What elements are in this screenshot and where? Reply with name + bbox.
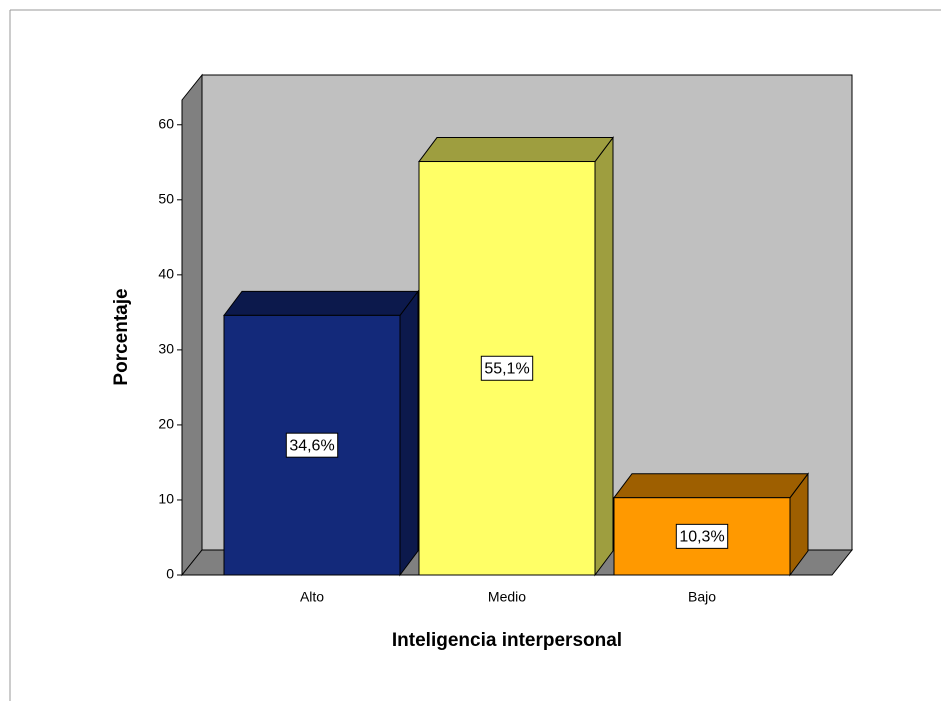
x-tick-label: Bajo xyxy=(688,589,716,605)
x-tick-label: Medio xyxy=(488,589,526,605)
value-label: 10,3% xyxy=(679,529,724,546)
value-label-box xyxy=(675,523,729,549)
value-label: 34,6% xyxy=(289,437,334,454)
y-tick-label: 50 xyxy=(158,191,174,207)
y-tick-label: 10 xyxy=(158,491,174,507)
y-axis-title: Porcentaje xyxy=(111,288,132,385)
x-tick-label: Alto xyxy=(300,589,324,605)
bar-top xyxy=(613,473,809,499)
bar-side xyxy=(594,136,614,577)
side-wall xyxy=(181,73,203,577)
x-axis-title: Inteligencia interpersonal xyxy=(392,630,622,651)
y-tick-label: 40 xyxy=(158,266,174,282)
value-label: 55,1% xyxy=(484,360,529,377)
y-tick-label: 0 xyxy=(166,566,174,582)
y-tick-label: 60 xyxy=(158,115,174,131)
value-label-box xyxy=(285,432,339,458)
value-label-box xyxy=(480,355,534,381)
bar-top xyxy=(223,290,419,316)
y-tick-label: 30 xyxy=(158,341,174,357)
y-tick-label: 20 xyxy=(158,416,174,432)
bar-top xyxy=(418,137,614,163)
bar-side xyxy=(399,289,419,577)
